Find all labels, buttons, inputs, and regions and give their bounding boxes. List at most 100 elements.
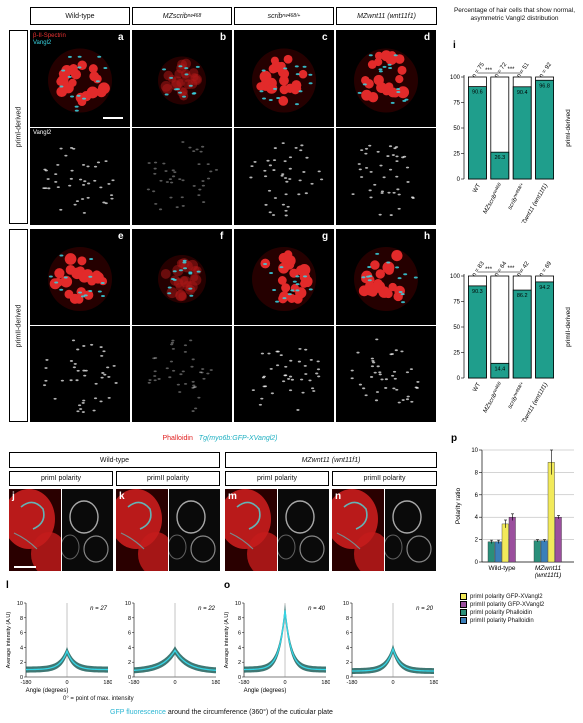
bar	[512, 289, 532, 379]
closeup-letter: m	[228, 491, 237, 502]
y-tick-label: 10	[125, 601, 131, 607]
y-tick-label: 50	[453, 325, 460, 331]
row-label-text: priml-derived	[15, 106, 22, 148]
column-header-label: MZscrib	[162, 12, 188, 20]
closeup-gray	[62, 489, 113, 571]
y-tick-label: 8	[475, 470, 479, 476]
y-tick-label: 6	[128, 631, 131, 637]
micro-panel-gray	[234, 326, 334, 422]
y-tick-label: 0	[128, 675, 131, 681]
y-tick-label: 10	[235, 601, 241, 607]
y-tick-label: 0	[457, 376, 461, 382]
category-label: WT	[472, 183, 482, 194]
category-label: MZwnt11 (wnt11f1)	[519, 382, 549, 422]
x-tick-label: 0	[65, 680, 68, 686]
x-tick-label: 0	[173, 680, 176, 686]
stain-legend: Phalloidin Tg(myo6b:GFP-XVangl2)	[0, 435, 440, 442]
data-label: 14.4	[494, 366, 505, 372]
row-label-primII: primII-derived	[9, 229, 28, 422]
column-header-sup: rw468	[187, 13, 202, 19]
bar	[487, 541, 495, 563]
panel-letter: h	[424, 231, 431, 242]
x-tick-label: -180	[128, 680, 139, 686]
chart-i-top: 0 25 50 75 100 90.6 n = 75 WT 26.3 n = 72 MZscribr…	[450, 61, 572, 223]
y-tick-label: 0	[20, 675, 23, 681]
category-label: WT	[472, 382, 482, 393]
micro-image-gray	[251, 347, 321, 411]
closeup-letter: k	[119, 491, 125, 502]
y-tick-label: 6	[346, 631, 349, 637]
n-label: n = 92	[538, 61, 553, 79]
chart-i-bottom: 0 25 50 75 100 90.3 n = 83 WT 14.4 n = 64 MZscribr…	[450, 260, 572, 422]
significance-label: ***	[485, 68, 493, 74]
panel-letter-i: i	[453, 40, 456, 51]
data-label: 94.2	[539, 285, 550, 291]
bar	[467, 86, 487, 180]
significance-label: ***	[507, 266, 515, 272]
y-axis-label: Polarity ratio	[455, 488, 462, 525]
y-tick-label: 8	[346, 616, 349, 622]
transgene-label: Tg(myo6b:GFP-XVangl2)	[198, 435, 278, 442]
data-label: 90.6	[472, 90, 483, 96]
micro-image-color	[48, 247, 112, 311]
micro-panel-color	[30, 30, 130, 127]
data-label: 90.4	[517, 90, 528, 96]
significance-label: ***	[485, 267, 493, 273]
closeup-gray-image	[169, 500, 216, 563]
micro-image-gray	[42, 147, 115, 214]
n-label: n = 27	[90, 606, 108, 612]
sub-header-wt-primI: primI polarity	[9, 471, 113, 486]
y-tick-label: 6	[238, 631, 241, 637]
category-label: MZwnt11	[535, 565, 562, 572]
bar	[512, 86, 532, 180]
micro-image-color	[354, 48, 418, 113]
stain-label-bspectrin: β-II-Spectrin	[33, 33, 66, 39]
legend-item: primI polarity GFP-XVangl2	[460, 593, 543, 600]
column-header-wt: Wild-type	[30, 7, 130, 25]
legend-label: primI polarity GFP-XVangl2	[470, 593, 543, 600]
n-label: n = 40	[308, 606, 326, 612]
bar	[467, 285, 487, 379]
category-label: MZscribrw468	[481, 182, 505, 216]
closeup-gray	[278, 489, 329, 571]
closeup-color-image	[116, 489, 168, 571]
micro-panel-color	[132, 229, 232, 325]
data-label: 26.3	[494, 155, 505, 161]
micro-panel-gray	[132, 128, 232, 225]
caption: GFP fluorescence around the circumferenc…	[110, 709, 333, 716]
bar	[533, 540, 541, 563]
y-tick-label: 10	[343, 601, 349, 607]
bar	[535, 281, 554, 379]
closeup-gray-image	[278, 500, 325, 563]
bar	[540, 540, 548, 563]
y-tick-label: 50	[453, 126, 460, 132]
panel-letter: a	[118, 32, 124, 43]
closeup-color	[225, 489, 277, 571]
bar	[508, 516, 516, 563]
y-tick-label: 75	[453, 300, 460, 306]
category-label: scribrw468/+	[506, 381, 528, 410]
closeup-gray-image	[62, 500, 109, 563]
sub-header-label: primI polarity	[40, 475, 82, 482]
legend-swatch	[460, 617, 467, 624]
sub-header-label: primI polarity	[256, 475, 298, 482]
category-label: MZscribrw468	[481, 381, 505, 415]
group-header-label: MZwnt11 (wnt11f1)	[301, 456, 361, 464]
series-line	[351, 646, 435, 672]
x-tick-label: 0	[283, 680, 286, 686]
category-sup: rw468	[491, 182, 502, 196]
y-tick-label: 6	[475, 493, 479, 499]
y-tick-label: 2	[475, 538, 479, 544]
micro-image-color	[252, 48, 316, 113]
micro-panel-color	[30, 229, 130, 325]
panel-letter: b	[220, 32, 227, 43]
column-header-label: Wild-type	[65, 12, 95, 20]
micro-panel-gray	[336, 326, 436, 422]
legend-item: primII polarity Phalloidin	[460, 617, 534, 624]
y-tick-label: 0	[475, 560, 479, 566]
legend-item: primII polarity GFP-XVangl2	[460, 601, 544, 608]
n-label: n = 72	[494, 61, 509, 79]
y-tick-label: 100	[450, 75, 461, 81]
column-header-sup: rw468/+	[282, 13, 301, 19]
